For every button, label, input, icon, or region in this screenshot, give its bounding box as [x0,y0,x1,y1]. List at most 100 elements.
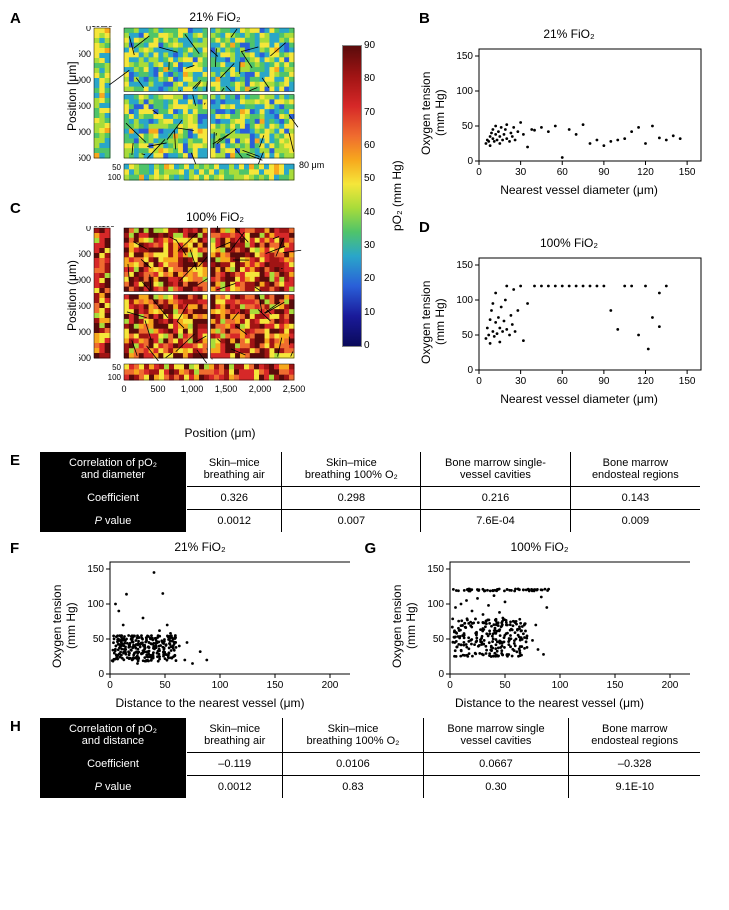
svg-text:120: 120 [637,376,654,387]
row-fg: F 21% FiO₂ Oxygen tension (mm Hg) 050100… [10,540,719,710]
panel-c-heatmap: 05001,0001,5002,0002,500501005010005001,… [79,226,329,426]
panel-d-ylabel: Oxygen tension (mm Hg) [419,272,447,372]
panel-b: 21% FiO₂ Oxygen tension (mm Hg) 0 30 60 90 1… [419,27,719,197]
panel-label-c: C [10,200,21,217]
svg-text:500: 500 [150,384,165,394]
panel-g-xlabel: Distance to the nearest vessel (μm) [410,696,690,710]
svg-text:2,000: 2,000 [249,384,272,394]
table-e: Correlation of pO₂ and diameterSkin–mice… [40,452,700,532]
panel-b-xlabel: Nearest vessel diameter (μm) [439,183,719,197]
svg-text:90: 90 [598,167,610,178]
table-h: Correlation of pO₂ and distanceSkin–mice… [40,718,700,798]
panel-f: 21% FiO₂ Oxygen tension (mm Hg) 05010015… [50,540,350,710]
svg-text:100: 100 [212,680,229,691]
svg-text:1,000: 1,000 [181,384,204,394]
svg-text:50: 50 [159,680,171,691]
svg-text:1,500: 1,500 [79,101,91,111]
svg-text:30: 30 [515,376,527,387]
scatters-bd: B 21% FiO₂ Oxygen tension (mm Hg) 0 30 60 9… [419,10,719,406]
svg-text:500: 500 [79,49,91,59]
panel-h: H Correlation of pO₂ and distanceSkin–mi… [10,718,719,798]
panel-b-title: 21% FiO₂ [419,27,719,41]
svg-text:30: 30 [515,167,527,178]
svg-text:1,000: 1,000 [79,275,91,285]
svg-text:100: 100 [456,295,473,306]
svg-text:100: 100 [108,373,122,382]
panel-label-h: H [10,718,21,735]
svg-text:1,500: 1,500 [215,384,238,394]
panel-g-ylabel: Oxygen tension (mm Hg) [390,576,418,676]
svg-text:50: 50 [499,680,511,691]
panel-g-title: 100% FiO₂ [390,540,690,554]
panel-label-g: G [365,540,377,557]
panel-a-title: 21% FiO₂ [85,10,345,24]
panel-a: 21% FiO₂ Position [μm] 05001,0001,5002,0… [65,10,345,206]
panel-f-scatter: 050100150200050100150 [78,556,350,696]
panel-c-xlabel: Position (μm) [95,426,345,440]
svg-text:50: 50 [104,26,113,29]
panel-label-e: E [10,452,20,469]
svg-text:100: 100 [108,173,122,182]
svg-text:50: 50 [112,163,121,172]
svg-text:2,000: 2,000 [79,127,91,137]
svg-text:150: 150 [679,376,696,387]
svg-text:0: 0 [107,680,113,691]
panel-d-xlabel: Nearest vessel diameter (μm) [439,392,719,406]
svg-text:2,500: 2,500 [79,353,91,363]
svg-text:50: 50 [112,363,121,372]
panel-g: 100% FiO₂ Oxygen tension (mm Hg) 0 50 100 1… [390,540,690,710]
svg-text:150: 150 [456,260,473,271]
svg-text:0: 0 [476,167,482,178]
svg-text:0: 0 [86,26,91,33]
svg-text:0: 0 [476,376,482,387]
panel-label-b: B [419,10,430,27]
svg-text:0: 0 [447,680,453,691]
svg-text:100: 100 [427,599,444,610]
row-ac-bd: A 21% FiO₂ Position [μm] 05001,0001,5002… [10,10,719,440]
panel-c: 100% FiO₂ Position (μm) 05001,0001,5002,… [65,210,345,440]
svg-text:150: 150 [679,167,696,178]
svg-text:50: 50 [462,330,474,341]
panel-a-ylabel: Position [μm] [65,26,79,166]
svg-text:100: 100 [101,226,115,229]
svg-text:100: 100 [456,86,473,97]
panel-a-heatmap: 05001,0001,5002,0002,500100505010080 μm [79,26,329,206]
svg-text:60: 60 [557,376,569,387]
svg-text:60: 60 [557,167,569,178]
svg-text:200: 200 [661,680,678,691]
panel-c-title: 100% FiO₂ [85,210,345,224]
svg-text:100: 100 [87,599,104,610]
figure: A 21% FiO₂ Position [μm] 05001,0001,5002… [10,10,719,798]
svg-text:1,500: 1,500 [79,301,91,311]
svg-text:0: 0 [98,669,104,680]
svg-text:150: 150 [606,680,623,691]
svg-text:50: 50 [93,634,105,645]
panel-b-ylabel: Oxygen tension (mm Hg) [419,63,447,163]
panel-f-xlabel: Distance to the nearest vessel (μm) [70,696,350,710]
svg-text:150: 150 [427,564,444,575]
heatmaps-col: A 21% FiO₂ Position [μm] 05001,0001,5002… [10,10,347,440]
svg-text:150: 150 [87,564,104,575]
svg-text:120: 120 [637,167,654,178]
svg-text:500: 500 [79,249,91,259]
svg-text:0: 0 [86,226,91,233]
panel-f-ylabel: Oxygen tension (mm Hg) [50,576,78,676]
colorbar-block: 0102030405060708090 pO₂ (mm Hg) [342,45,404,347]
panel-label-f: F [10,540,19,557]
panel-e: E Correlation of pO₂ and diameterSkin–mi… [10,452,719,532]
panel-d-title: 100% FiO₂ [419,236,719,250]
panel-b-scatter: 0306090120150050100150 [447,43,707,183]
svg-text:0: 0 [121,384,126,394]
svg-text:100: 100 [551,680,568,691]
svg-text:2,500: 2,500 [283,384,306,394]
panel-d-scatter: 0306090120150050100150 [447,252,707,392]
svg-text:50: 50 [432,634,444,645]
svg-text:50: 50 [462,121,474,132]
svg-text:0: 0 [467,156,473,167]
svg-text:200: 200 [322,680,339,691]
svg-text:0: 0 [438,669,444,680]
panel-g-scatter: 0 50 100 150 200 0 50 100 150 [418,556,690,696]
panel-label-d: D [419,219,430,236]
svg-text:2,000: 2,000 [79,327,91,337]
colorbar [342,45,362,347]
